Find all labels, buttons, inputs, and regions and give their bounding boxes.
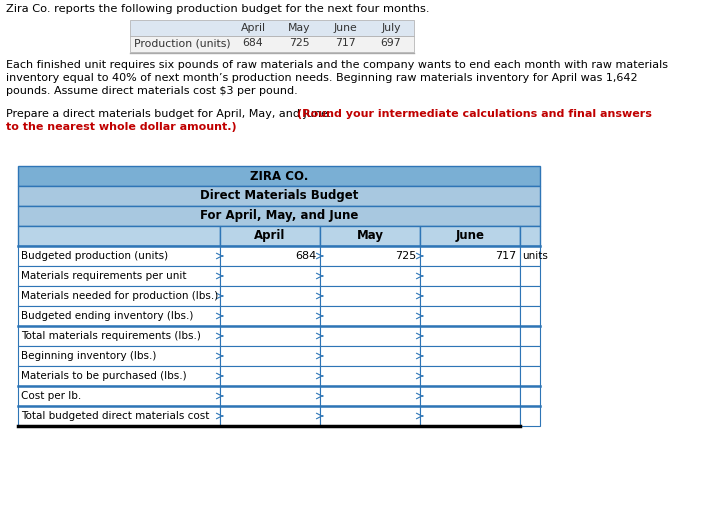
Bar xyxy=(420,286,520,306)
Bar xyxy=(220,286,320,306)
Bar xyxy=(220,346,320,366)
Text: pounds. Assume direct materials cost $3 per pound.: pounds. Assume direct materials cost $3 … xyxy=(6,86,298,96)
Bar xyxy=(420,246,520,266)
Text: Materials to be purchased (lbs.): Materials to be purchased (lbs.) xyxy=(21,371,187,381)
Bar xyxy=(130,36,414,52)
Bar xyxy=(520,246,540,266)
Bar xyxy=(520,366,540,386)
Bar xyxy=(520,286,540,306)
Text: 717: 717 xyxy=(495,251,516,261)
Text: 725: 725 xyxy=(395,251,416,261)
Bar xyxy=(520,266,540,286)
Bar xyxy=(320,326,420,346)
Bar xyxy=(18,366,220,386)
Text: Production (units): Production (units) xyxy=(134,38,230,48)
Text: Materials requirements per unit: Materials requirements per unit xyxy=(21,271,187,281)
Bar xyxy=(420,406,520,426)
Text: June: June xyxy=(455,230,484,242)
Bar xyxy=(320,266,420,286)
Bar xyxy=(320,246,420,266)
Bar xyxy=(220,306,320,326)
Bar xyxy=(320,226,420,246)
Bar xyxy=(18,186,540,206)
Text: Total budgeted direct materials cost: Total budgeted direct materials cost xyxy=(21,411,209,421)
Bar xyxy=(18,246,220,266)
Bar xyxy=(18,286,220,306)
Bar xyxy=(320,366,420,386)
Bar xyxy=(320,346,420,366)
Bar xyxy=(420,266,520,286)
Text: Total materials requirements (lbs.): Total materials requirements (lbs.) xyxy=(21,331,201,341)
Bar xyxy=(220,326,320,346)
Text: For April, May, and June: For April, May, and June xyxy=(200,209,358,223)
Text: Beginning inventory (lbs.): Beginning inventory (lbs.) xyxy=(21,351,156,361)
Bar xyxy=(420,366,520,386)
Text: Budgeted production (units): Budgeted production (units) xyxy=(21,251,168,261)
Text: April: April xyxy=(255,230,286,242)
Bar xyxy=(420,386,520,406)
Bar xyxy=(320,386,420,406)
Text: 684: 684 xyxy=(295,251,316,261)
Bar xyxy=(18,206,540,226)
Bar xyxy=(320,286,420,306)
Text: Materials needed for production (lbs.): Materials needed for production (lbs.) xyxy=(21,291,218,301)
Bar xyxy=(520,386,540,406)
Bar xyxy=(220,406,320,426)
Bar xyxy=(18,306,220,326)
Text: units: units xyxy=(522,251,548,261)
Text: 684: 684 xyxy=(243,38,263,48)
Bar xyxy=(220,366,320,386)
Bar xyxy=(320,306,420,326)
Text: July: July xyxy=(381,23,401,33)
Bar xyxy=(18,406,220,426)
Bar xyxy=(320,406,420,426)
Bar xyxy=(520,346,540,366)
Bar xyxy=(220,386,320,406)
Text: ZIRA CO.: ZIRA CO. xyxy=(250,170,308,182)
Bar xyxy=(18,386,220,406)
Bar xyxy=(520,326,540,346)
Bar xyxy=(220,246,320,266)
Text: to the nearest whole dollar amount.): to the nearest whole dollar amount.) xyxy=(6,122,237,132)
Bar xyxy=(220,226,320,246)
Text: May: May xyxy=(356,230,383,242)
Text: inventory equal to 40% of next month’s production needs. Beginning raw materials: inventory equal to 40% of next month’s p… xyxy=(6,73,638,83)
Text: Each finished unit requires six pounds of raw materials and the company wants to: Each finished unit requires six pounds o… xyxy=(6,60,668,70)
Text: 717: 717 xyxy=(334,38,356,48)
Bar xyxy=(130,20,414,36)
Bar xyxy=(420,346,520,366)
Text: (Round your intermediate calculations and final answers: (Round your intermediate calculations an… xyxy=(297,109,652,119)
Text: Zira Co. reports the following production budget for the next four months.: Zira Co. reports the following productio… xyxy=(6,4,429,14)
Bar xyxy=(420,226,520,246)
Bar xyxy=(520,226,540,246)
Text: May: May xyxy=(288,23,310,33)
Bar xyxy=(420,326,520,346)
Text: 697: 697 xyxy=(380,38,402,48)
Text: Prepare a direct materials budget for April, May, and June.: Prepare a direct materials budget for Ap… xyxy=(6,109,332,119)
Bar xyxy=(520,406,540,426)
Bar xyxy=(420,306,520,326)
Bar xyxy=(18,166,540,186)
Text: April: April xyxy=(240,23,266,33)
Text: 725: 725 xyxy=(288,38,310,48)
Bar xyxy=(220,266,320,286)
Bar xyxy=(18,346,220,366)
Text: Direct Materials Budget: Direct Materials Budget xyxy=(200,189,358,203)
Bar xyxy=(18,226,220,246)
Text: Budgeted ending inventory (lbs.): Budgeted ending inventory (lbs.) xyxy=(21,311,194,321)
Bar xyxy=(18,326,220,346)
Bar xyxy=(18,266,220,286)
Bar xyxy=(520,306,540,326)
Text: Cost per lb.: Cost per lb. xyxy=(21,391,81,401)
Text: June: June xyxy=(333,23,357,33)
